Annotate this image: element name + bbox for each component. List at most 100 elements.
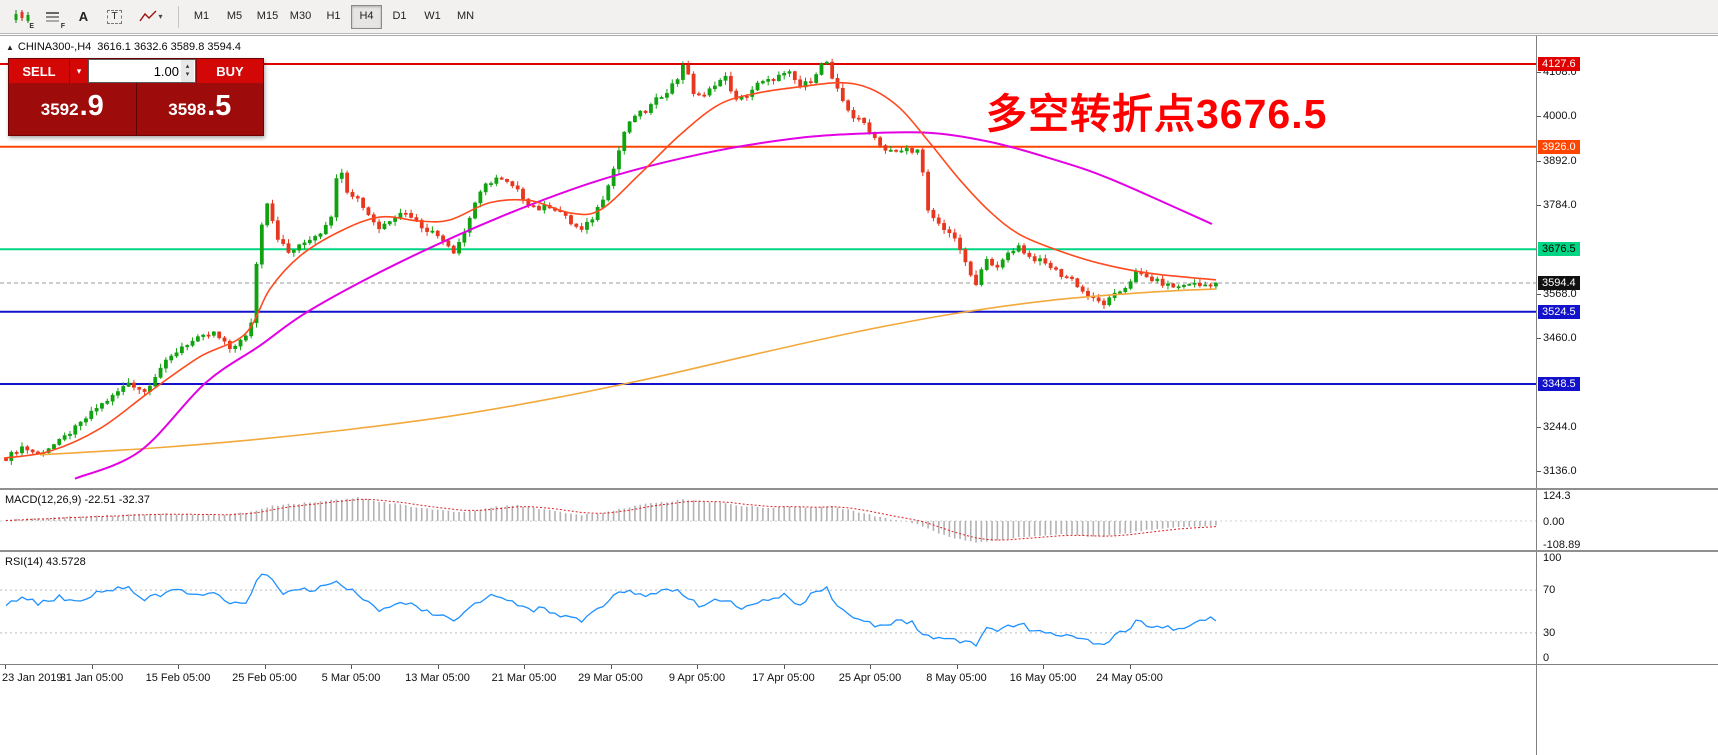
price-tick-label: 3460.0 xyxy=(1543,332,1577,345)
time-tick-mark xyxy=(264,665,266,669)
time-axis-label: 25 Feb 05:00 xyxy=(232,672,297,684)
time-tick-mark xyxy=(610,665,612,669)
buy-price-main: 3598 xyxy=(168,100,207,119)
order-options-dropdown[interactable]: ▾ xyxy=(69,59,88,83)
price-badge-3676.5[interactable]: 3676.5 xyxy=(1538,242,1580,257)
time-tick-mark xyxy=(351,665,352,669)
macd-axis-label: -108.89 xyxy=(1543,538,1581,551)
symbol-name: CHINA300-,H4 xyxy=(17,41,92,53)
time-tick-mark xyxy=(1129,665,1131,669)
buy-price-display[interactable]: 3598 .5 xyxy=(137,83,264,135)
time-axis-label: 9 Apr 05:00 xyxy=(668,672,726,684)
time-tick-mark xyxy=(870,665,871,669)
price-tick-mark xyxy=(1537,338,1541,340)
buy-button[interactable]: BUY xyxy=(196,59,263,83)
time-axis[interactable]: 23 Jan 2019 31 Jan 05:00 15 Feb 05:00 25 Fe… xyxy=(0,665,1536,692)
timeframe-toolbar: M1 M5 M15 M30 H1 H4 D1 W1 MN xyxy=(185,4,482,29)
price-tick-mark xyxy=(1537,426,1541,428)
chart-plot-area[interactable]: 23 Jan 2019 31 Jan 05:00 15 Feb 05:00 25 Fe… xyxy=(0,36,1536,755)
toolbar: E F A T ▾ M1 M5 M15 M30 H1 H4 D1 W1 MN xyxy=(0,0,1718,34)
toolbar-separator xyxy=(178,5,179,28)
time-tick-mark xyxy=(91,665,93,669)
time-axis-label: 29 Mar 05:00 xyxy=(578,672,643,684)
timeframe-D1[interactable]: D1 xyxy=(392,9,407,22)
macd-signal-line xyxy=(5,498,1216,541)
letter-a-glyph: A xyxy=(78,9,89,24)
collapse-trade-panel-icon[interactable]: ▲ xyxy=(6,43,14,52)
buy-price-big: .5 xyxy=(207,90,232,122)
time-axis-label: 16 May 05:00 xyxy=(1009,672,1077,684)
panel-separator[interactable] xyxy=(0,550,1718,552)
main-price-chart[interactable] xyxy=(0,37,1536,489)
ohlc-values: 3616.1 3632.6 3589.8 3594.4 xyxy=(97,41,242,53)
sell-price-big: .9 xyxy=(79,90,104,122)
tool-sub-label: E xyxy=(29,22,34,30)
price-badge-4127.6[interactable]: 4127.6 xyxy=(1538,57,1580,71)
panel-separator[interactable] xyxy=(0,488,1718,490)
time-axis-label: 15 Feb 05:00 xyxy=(145,672,211,684)
timeframe-H4[interactable]: H4 xyxy=(351,4,382,29)
zigzag-glyph xyxy=(139,10,157,22)
timeframe-M1[interactable]: M1 xyxy=(193,9,210,22)
time-tick-mark xyxy=(437,665,439,669)
price-axis[interactable]: 4108.0 4000.0 3892.0 3784.0 3568.0 3460.0 3244… xyxy=(1536,36,1718,755)
list-glyph xyxy=(45,11,59,22)
sell-price-main: 3592 xyxy=(40,100,79,119)
volume-decrease-icon[interactable]: ▾ xyxy=(185,71,190,78)
line-studies-icon[interactable]: ▾ xyxy=(131,4,171,30)
price-badge-3926.0[interactable]: 3926.0 xyxy=(1538,139,1580,154)
one-click-trading-panel: SELL ▾ 1.00 ▴ ▾ BUY 3592 .9 xyxy=(8,58,264,136)
rsi-axis-label: 30 xyxy=(1543,626,1556,639)
time-tick-mark xyxy=(1043,665,1044,669)
time-axis-label: 13 Mar 05:00 xyxy=(405,672,470,684)
time-axis-label: 17 Apr 05:00 xyxy=(752,672,815,684)
rsi-axis-label: 100 xyxy=(1543,552,1562,564)
price-tick-mark xyxy=(1537,471,1541,473)
symbol-info-line: ▲ CHINA300-,H4 3616.1 3632.6 3589.8 3594.4 xyxy=(6,41,241,53)
volume-increase-icon[interactable]: ▴ xyxy=(185,63,190,70)
rsi-line xyxy=(5,573,1217,648)
rsi-axis-label: 70 xyxy=(1543,584,1556,597)
timeframe-M15[interactable]: M15 xyxy=(256,9,279,22)
ma-fast-line xyxy=(3,81,1217,459)
chart-type-icon[interactable]: E xyxy=(7,4,36,30)
sell-price-display[interactable]: 3592 .9 xyxy=(9,83,137,135)
timeframe-M30[interactable]: M30 xyxy=(289,9,312,22)
macd-axis-label: 124.3 xyxy=(1543,490,1571,503)
macd-indicator-panel[interactable] xyxy=(0,491,1536,551)
price-tick-mark xyxy=(1537,72,1541,74)
tool-sub-label: F xyxy=(60,22,65,30)
price-badge-3594.4[interactable]: 3594.4 xyxy=(1538,275,1580,290)
price-tick-label: 3568.0 xyxy=(1543,287,1577,300)
timeframe-M5[interactable]: M5 xyxy=(226,9,243,22)
time-tick-mark xyxy=(5,665,6,669)
price-badge-3348.5[interactable]: 3348.5 xyxy=(1538,376,1580,391)
price-badge-3524.5[interactable]: 3524.5 xyxy=(1538,304,1580,319)
indicators-icon[interactable]: F xyxy=(38,4,67,30)
ma-slow-line xyxy=(39,288,1217,456)
chart-annotation-text[interactable]: 多空转折点3676.5 xyxy=(986,91,1328,137)
price-tick-label: 4000.0 xyxy=(1543,110,1577,123)
ma-mid-line xyxy=(74,131,1213,480)
sell-button[interactable]: SELL xyxy=(9,59,69,83)
boxed-t-glyph: T xyxy=(107,9,122,24)
text-tool-icon[interactable]: A xyxy=(69,4,98,30)
price-tick-mark xyxy=(1537,160,1541,162)
timeframe-W1[interactable]: W1 xyxy=(424,9,441,22)
volume-spinner: ▴ ▾ xyxy=(181,60,194,82)
rsi-indicator-panel[interactable] xyxy=(0,553,1536,665)
rsi-axis-label: 0 xyxy=(1543,652,1550,664)
time-axis-label: 31 Jan 05:00 xyxy=(59,672,124,684)
time-tick-mark xyxy=(697,665,698,669)
timeframe-MN[interactable]: MN xyxy=(456,9,475,22)
volume-input[interactable]: 1.00 ▴ ▾ xyxy=(88,59,196,83)
macd-histogram xyxy=(5,497,1217,543)
chart-window: 23 Jan 2019 31 Jan 05:00 15 Feb 05:00 25 Fe… xyxy=(0,35,1718,755)
time-axis-label: 25 Apr 05:00 xyxy=(838,672,902,684)
price-tick-mark xyxy=(1537,205,1541,207)
label-tool-icon[interactable]: T xyxy=(100,4,129,30)
volume-value: 1.00 xyxy=(153,63,179,79)
time-axis-label: 5 Mar 05:00 xyxy=(321,672,381,684)
timeframe-H1[interactable]: H1 xyxy=(326,9,341,22)
